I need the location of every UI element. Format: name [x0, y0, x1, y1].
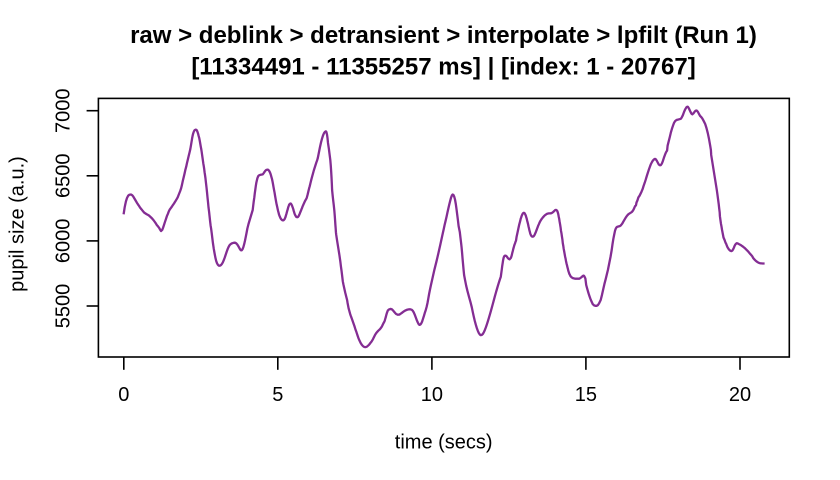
svg-text:7000: 7000: [53, 88, 75, 133]
svg-text:pupil size (a.u.): pupil size (a.u.): [7, 156, 29, 292]
svg-text:6500: 6500: [53, 154, 75, 199]
svg-text:time (secs): time (secs): [395, 432, 493, 454]
svg-text:5500: 5500: [53, 284, 75, 329]
svg-text:[11334491 - 11355257 ms] | [in: [11334491 - 11355257 ms] | [index: 1 - 2…: [191, 54, 695, 81]
svg-text:20: 20: [729, 384, 751, 406]
svg-text:raw > deblink > detransient >: raw > deblink > detransient > interpolat…: [130, 22, 757, 49]
svg-text:0: 0: [118, 384, 129, 406]
svg-text:5: 5: [272, 384, 283, 406]
svg-text:10: 10: [421, 384, 443, 406]
svg-text:15: 15: [575, 384, 597, 406]
svg-text:6000: 6000: [53, 219, 75, 264]
